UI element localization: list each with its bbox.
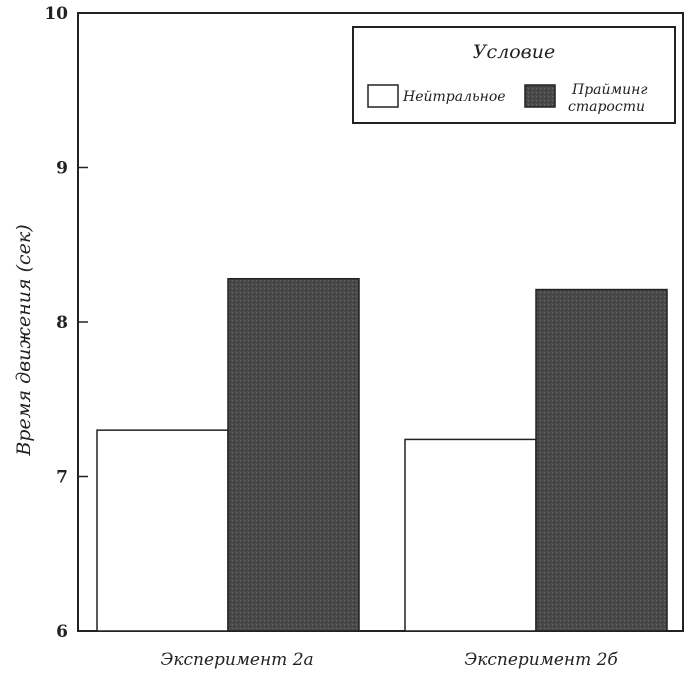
y-axis-label: Время движения (сек) bbox=[13, 224, 35, 456]
bar-neutral bbox=[96, 429, 229, 632]
y-axis-ticks: 6 7 8 9 10 bbox=[44, 4, 88, 642]
y-tick-label: 8 bbox=[56, 313, 68, 333]
bar-priming bbox=[227, 277, 360, 632]
x-category-label: Эксперимент 2а bbox=[160, 650, 313, 670]
x-axis-categories: Эксперимент 2а Эксперимент 2б bbox=[160, 650, 618, 670]
legend-label-priming-line-2: старости bbox=[568, 99, 645, 115]
y-tick-label: 6 bbox=[56, 622, 68, 642]
x-category-label: Эксперимент 2б bbox=[464, 650, 618, 670]
legend-box bbox=[352, 26, 676, 124]
y-tick-label: 10 bbox=[44, 4, 68, 24]
legend-swatch-neutral bbox=[367, 84, 399, 108]
legend-swatch-priming bbox=[524, 84, 556, 108]
legend: Условие Нейтральное Прайминг старости bbox=[352, 26, 676, 124]
bar-neutral bbox=[404, 438, 537, 632]
legend-label-neutral: Нейтральное bbox=[402, 89, 506, 105]
legend-label-priming-line-1: Прайминг bbox=[571, 82, 647, 98]
y-tick-label: 9 bbox=[56, 159, 68, 179]
y-tick-label: 7 bbox=[56, 468, 68, 488]
bar-priming bbox=[535, 288, 668, 632]
bars bbox=[96, 277, 668, 632]
legend-title: Условие bbox=[473, 41, 555, 63]
